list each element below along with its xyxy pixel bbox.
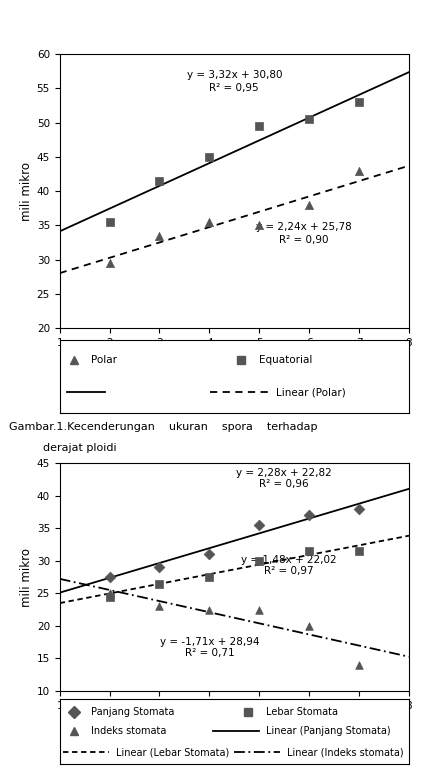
Point (106, 587, 113, 600)
Point (256, 120, 263, 132)
Point (306, 198, 313, 211)
Text: Indeks stomata: Indeks stomata (91, 726, 167, 736)
Point (356, 659, 363, 671)
Point (156, 229, 163, 242)
Text: Linear (Lebar Stomata): Linear (Lebar Stomata) (115, 747, 229, 757)
Point (206, 571, 213, 584)
Point (306, 620, 313, 632)
Point (106, 215, 113, 228)
Point (156, 174, 163, 187)
Text: R² = 0,96: R² = 0,96 (259, 479, 309, 489)
X-axis label: Derajat Ploidi: Derajat Ploidi (189, 715, 279, 728)
Y-axis label: mili mikro: mili mikro (20, 161, 32, 221)
Text: R² = 0,71: R² = 0,71 (184, 648, 234, 659)
Text: Linear (Polar): Linear (Polar) (276, 388, 346, 398)
Point (356, 503, 363, 515)
Text: Linear (Panjang Stomata): Linear (Panjang Stomata) (266, 726, 390, 736)
Text: R² = 0,97: R² = 0,97 (265, 566, 314, 576)
Point (356, 96, 363, 108)
Text: Lebar Stomata: Lebar Stomata (266, 707, 338, 716)
Text: Polar: Polar (91, 355, 117, 365)
Point (256, 554, 263, 567)
Text: Gambar.1.Kecenderungan    ukuran    spora    terhadap: Gambar.1.Kecenderungan ukuran spora terh… (9, 422, 317, 432)
Text: Equatorial: Equatorial (259, 355, 312, 365)
Point (156, 577, 163, 590)
X-axis label: Derajat Ploidi: Derajat Ploidi (189, 352, 279, 365)
Text: R² = 0,90: R² = 0,90 (279, 235, 329, 245)
Point (306, 113, 313, 125)
Point (306, 509, 313, 521)
Text: Linear (Indeks stomata): Linear (Indeks stomata) (287, 747, 403, 757)
Point (256, 604, 263, 616)
Text: y = 1,48x + 22,02: y = 1,48x + 22,02 (242, 554, 337, 564)
Point (106, 571, 113, 584)
Point (206, 215, 213, 228)
Y-axis label: mili mikro: mili mikro (20, 547, 32, 607)
Point (106, 591, 113, 603)
Point (106, 257, 113, 269)
Point (306, 545, 313, 557)
Point (256, 219, 263, 232)
Point (256, 519, 263, 531)
Point (156, 561, 163, 574)
Text: Panjang Stomata: Panjang Stomata (91, 707, 175, 716)
Text: y = 2,24x + 25,78: y = 2,24x + 25,78 (256, 222, 352, 232)
Text: y = 3,32x + 30,80: y = 3,32x + 30,80 (187, 69, 282, 80)
Text: y = -1,71x + 28,94: y = -1,71x + 28,94 (160, 637, 259, 647)
Point (206, 604, 213, 616)
Text: derajat ploidi: derajat ploidi (43, 443, 116, 453)
Point (206, 151, 213, 163)
Point (206, 548, 213, 560)
Point (356, 164, 363, 177)
Point (356, 545, 363, 557)
Text: R² = 0,95: R² = 0,95 (210, 83, 259, 93)
Text: y = 2,28x + 22,82: y = 2,28x + 22,82 (236, 468, 332, 478)
Point (156, 600, 163, 612)
